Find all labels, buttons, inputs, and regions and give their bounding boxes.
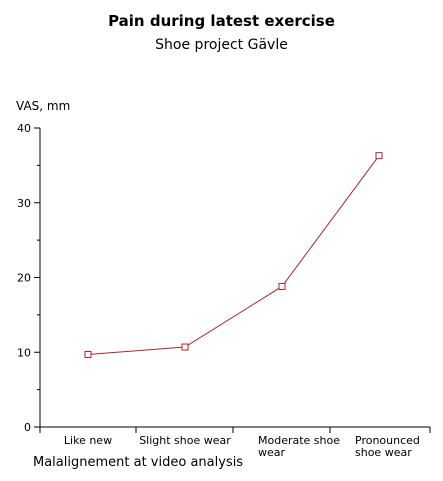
chart-title: Pain during latest exercise <box>108 12 335 30</box>
y-tick-label: 10 <box>17 346 31 359</box>
series-line <box>87 155 380 355</box>
data-point-marker <box>181 343 189 351</box>
x-tick-label: Slight shoe wear <box>139 434 231 447</box>
data-point-marker <box>278 282 286 290</box>
x-axis-label: Malalignement at video analysis <box>33 455 244 470</box>
x-tick-label: Pronounced shoe wear <box>355 434 420 459</box>
x-tick-label: Like new <box>64 434 112 447</box>
y-tick-label: 20 <box>17 272 31 285</box>
chart-subtitle: Shoe project Gävle <box>155 37 288 53</box>
y-tick-label: 40 <box>17 122 31 135</box>
x-tick-label: Moderate shoe wear <box>258 434 340 459</box>
y-axis-label: VAS, mm <box>16 99 71 113</box>
y-tick-label: 0 <box>24 421 31 434</box>
y-tick-label: 30 <box>17 197 31 210</box>
data-point-marker <box>375 152 383 160</box>
data-point-marker <box>84 350 92 358</box>
